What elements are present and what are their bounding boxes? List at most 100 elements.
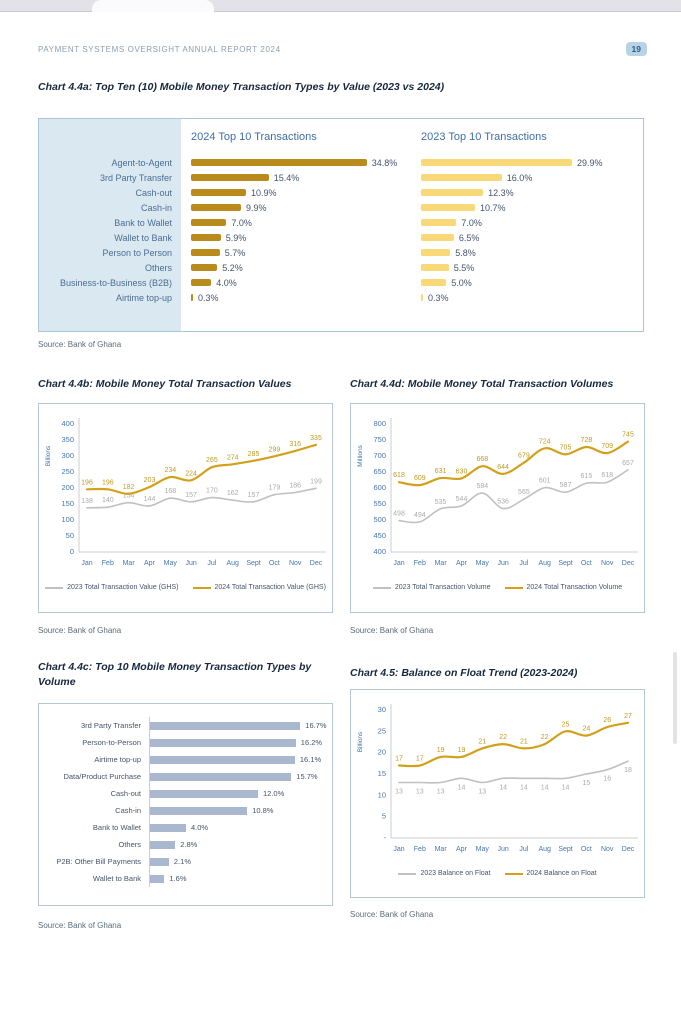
value-label: 5.5% [453, 262, 475, 273]
source-note: Source: Bank of Ghana [350, 910, 434, 919]
category-panel [39, 119, 181, 331]
point-label: 196 [81, 479, 93, 486]
x-tick-label: Sept [558, 560, 572, 567]
legend-swatch [504, 872, 523, 875]
point-label: 186 [289, 483, 301, 490]
y-tick-label: 400 [373, 547, 386, 556]
point-label: 18 [624, 767, 632, 774]
value-bar [191, 159, 367, 166]
category-label: 3rd Party Transfer [80, 721, 141, 730]
chart-45-title: Chart 4.5: Balance on Float Trend (2023-… [350, 667, 578, 679]
line-chart-44d: 800 750 700 650 600 550 500 450 400 Millions Jan Fe… [357, 418, 638, 567]
point-label: 285 [248, 451, 260, 458]
y-tick-label: 5 [382, 812, 386, 821]
point-label: 13 [416, 789, 424, 796]
value-label: 10.8% [252, 806, 274, 815]
point-label: 494 [414, 512, 426, 519]
point-label: 21 [520, 738, 528, 745]
value-bar [421, 249, 451, 256]
line-series [398, 469, 629, 524]
category-label: Data/Product Purchase [63, 772, 141, 781]
bar-row: 3rd Party Transfer 15.4% 16.0% [39, 170, 643, 185]
point-label: 154 [123, 493, 135, 500]
legend-label: 2024 Total Transaction Volume [526, 584, 623, 591]
y-tick-label: 250 [61, 467, 74, 476]
value-bar [191, 279, 212, 286]
x-tick-label: Jul [519, 560, 528, 567]
point-label: 144 [144, 496, 156, 503]
point-label: 644 [497, 464, 509, 471]
value-bar [421, 234, 454, 241]
legend-item: 2023 Total Transaction Volume [372, 584, 491, 591]
value-label: 5.0% [451, 277, 472, 288]
x-tick-label: Mar [435, 846, 448, 853]
category-label: Airtime top-up [94, 755, 141, 764]
bar-row: Person to Person 5.7% 5.8% [39, 245, 643, 260]
point-label: 162 [227, 490, 239, 497]
category-label: Cash-in [140, 202, 172, 213]
value-label: 7.0% [231, 217, 252, 228]
category-label: Others [118, 840, 141, 849]
bar-row: Cash-out 12.0% [39, 785, 332, 802]
legend-item: 2024 Total Transaction Volume [504, 584, 623, 591]
source-note: Source: Bank of Ghana [38, 626, 122, 635]
point-label: 138 [81, 498, 93, 505]
value-label: 4.0% [216, 277, 237, 288]
value-label: 2.8% [180, 840, 198, 849]
browser-tab[interactable] [92, 0, 214, 12]
point-label: 565 [518, 489, 530, 496]
y-tick-label: 100 [61, 515, 74, 524]
bar-row: Cash-out 10.9% 12.3% [39, 185, 643, 200]
y-tick-label: 0 [70, 547, 74, 556]
y-tick-label: 25 [378, 726, 386, 735]
point-label: 14 [458, 784, 466, 791]
y-tick-label: - [384, 833, 387, 842]
page-header: PAYMENT SYSTEMS OVERSIGHT ANNUAL REPORT … [38, 42, 647, 56]
point-label: 274 [227, 454, 239, 461]
value-bar [421, 204, 476, 211]
y-tick-label: 700 [373, 451, 386, 460]
x-tick-label: Feb [414, 846, 426, 853]
y-tick-label: 450 [373, 531, 386, 540]
legend-swatch [372, 586, 391, 589]
category-label: P2B: Other Bill Payments [56, 857, 141, 866]
value-label: 15.7% [296, 772, 318, 781]
value-bar [150, 772, 292, 781]
point-label: 14 [562, 784, 570, 791]
value-bar [150, 874, 165, 883]
y-tick-label: 550 [373, 499, 386, 508]
bar-row: Bank to Wallet 7.0% 7.0% [39, 215, 643, 230]
y-tick-label: 500 [373, 515, 386, 524]
category-label: Person to Person [102, 247, 172, 258]
value-label: 0.3% [428, 292, 449, 303]
category-label: 3rd Party Transfer [99, 172, 172, 183]
scrollbar-thumb[interactable] [673, 652, 677, 744]
point-label: 13 [478, 789, 486, 796]
value-label: 1.6% [169, 874, 187, 883]
y-tick-label: 20 [378, 748, 386, 757]
line-series [398, 760, 629, 784]
point-label: 224 [185, 470, 197, 477]
x-tick-label: Jan [81, 560, 92, 567]
chart-44c: 3rd Party Transfer 16.7% Person-to-Person 1… [38, 703, 333, 906]
axis-unit-label: Billions [45, 445, 52, 466]
y-tick-label: 150 [61, 499, 74, 508]
top-chrome-strip [0, 0, 681, 12]
point-label: 170 [206, 488, 218, 495]
category-label: Agent-to-Agent [111, 157, 172, 168]
value-label: 4.0% [191, 823, 209, 832]
value-bar [191, 204, 241, 211]
line-chart-45: 30 25 20 15 10 5 - Billions Jan Feb Mar Apr May Jun Ju… [357, 704, 638, 853]
legend-44b: 2023 Total Transaction Value (GHS) 2024 T… [41, 584, 330, 591]
x-tick-label: Oct [581, 560, 592, 567]
point-label: 584 [476, 483, 488, 490]
x-tick-label: Dec [622, 846, 635, 853]
x-tick-label: Sept [558, 846, 572, 853]
point-label: 16 [603, 776, 611, 783]
chart-44d-title: Chart 4.4d: Mobile Money Total Transacti… [350, 378, 614, 390]
x-tick-label: Jan [393, 846, 404, 853]
y-tick-label: 350 [61, 435, 74, 444]
source-note: Source: Bank of Ghana [350, 626, 434, 635]
x-tick-label: May [476, 560, 490, 567]
